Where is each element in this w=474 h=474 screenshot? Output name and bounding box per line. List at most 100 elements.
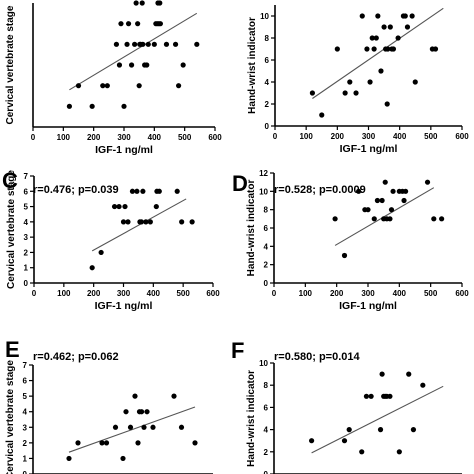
data-point (127, 424, 134, 430)
chart-panel-3: 0 100 200 300 400 500 600 0 1 2 3 4 5 6 7 IGF-1 ng/ml Ce… (2, 168, 220, 312)
x-tick-label: 500 (178, 133, 192, 142)
data-point (424, 179, 431, 185)
x-tick-label: 500 (176, 289, 190, 298)
data-point (138, 219, 144, 225)
data-point (194, 41, 200, 47)
y-tick-label: 12 (259, 169, 268, 178)
x-tick-label: 300 (117, 133, 131, 142)
data-point (116, 62, 123, 68)
x-tick-label: 100 (299, 132, 313, 141)
data-point (135, 440, 141, 446)
regression-line (311, 385, 444, 454)
data-point (111, 203, 118, 210)
y-tick-label: 6 (264, 403, 269, 412)
x-tick-label: 0 (32, 289, 37, 298)
chart-panel-2: 0 100 200 300 400 500 600 0 2 4 6 8 10 IGF-1 ng/ml Han… (247, 5, 469, 155)
x-tick-label: 100 (57, 289, 71, 298)
x-tick-label: 400 (148, 133, 162, 142)
data-point (66, 455, 72, 462)
data-point (387, 24, 393, 30)
data-point (373, 35, 379, 41)
x-tick-label: 300 (362, 132, 376, 141)
data-point (89, 103, 95, 109)
x-axis-title: IGF-1 ng/ml (95, 144, 153, 156)
data-point (404, 24, 411, 30)
data-point (134, 188, 140, 194)
data-point (144, 409, 150, 415)
data-point (390, 188, 396, 194)
data-point (332, 216, 338, 222)
data-point (356, 188, 362, 194)
correlation-stat: r=0.476; p=0.039 (33, 184, 119, 196)
x-tick-label: 0 (273, 132, 278, 141)
y-tick-label: 8 (264, 206, 269, 215)
data-point (359, 13, 365, 19)
data-point (99, 440, 105, 446)
x-tick-label: 200 (87, 289, 101, 298)
data-point (432, 46, 439, 52)
x-tick-label: 400 (393, 289, 407, 298)
data-point (75, 440, 81, 446)
data-point (412, 79, 418, 85)
data-point (153, 203, 159, 210)
data-point (347, 79, 353, 85)
data-point (363, 393, 370, 399)
data-point (75, 83, 82, 89)
data-point (139, 409, 145, 415)
y-tick-label: 8 (264, 381, 269, 390)
data-point (395, 35, 401, 41)
data-point (141, 424, 147, 430)
x-tick-label: 600 (455, 132, 469, 141)
data-point (125, 21, 132, 27)
data-point (420, 382, 426, 388)
data-point (123, 409, 129, 415)
y-tick-label: 3 (24, 233, 29, 242)
data-point (157, 21, 163, 27)
data-point (365, 207, 371, 213)
data-point (98, 249, 104, 256)
chart-panel-1: 0 100 200 300 400 500 600 IGF-1 ng/ml Cervical v… (5, 0, 222, 156)
data-point (189, 219, 195, 225)
y-tick-label: 2 (264, 448, 269, 457)
correlation-stat: r=0.528; p=0.0009 (274, 184, 366, 196)
y-tick-label: 8 (265, 34, 270, 43)
data-point (368, 393, 374, 399)
data-point (116, 203, 122, 210)
y-axis-title: Hand-wrist indicator (246, 180, 257, 277)
y-tick-label: 6 (23, 377, 28, 386)
data-point (379, 371, 385, 377)
data-point (132, 41, 138, 47)
data-point (431, 216, 437, 222)
data-point (104, 83, 110, 89)
x-tick-label: 400 (147, 289, 161, 298)
y-tick-label: 4 (24, 218, 29, 227)
data-point (124, 41, 130, 47)
panel-label: E (5, 337, 20, 362)
data-point (334, 46, 340, 52)
data-point (359, 449, 365, 455)
y-tick-label: 2 (264, 261, 269, 270)
regression-line (68, 406, 196, 453)
data-point (319, 112, 325, 118)
data-point (176, 83, 182, 89)
y-axis-title: Hand-wrist indicator (246, 370, 257, 467)
data-point (377, 427, 384, 433)
data-point (179, 219, 185, 225)
x-axis-title: IGF-1 ng/ml (340, 143, 398, 155)
correlation-stat: r=0.580; p=0.014 (274, 351, 361, 363)
data-point (157, 0, 163, 6)
data-point (120, 219, 127, 225)
data-point (410, 427, 417, 433)
data-point (151, 41, 157, 47)
data-point (150, 424, 156, 430)
y-tick-label: 0 (24, 279, 29, 288)
x-tick-label: 400 (393, 132, 407, 141)
data-point (139, 0, 145, 6)
regression-line (312, 7, 444, 99)
y-tick-label: 2 (265, 100, 270, 109)
data-point (178, 424, 185, 430)
data-point (89, 265, 95, 271)
data-point (113, 41, 120, 47)
data-point (192, 440, 198, 446)
